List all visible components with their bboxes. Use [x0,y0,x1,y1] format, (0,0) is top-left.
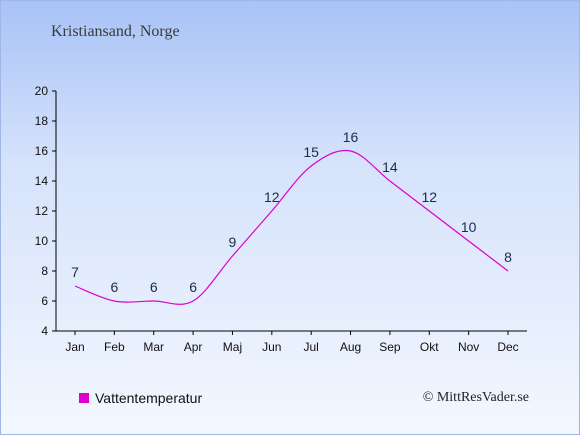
series-line-vattentemperatur [74,149,509,305]
x-tick-label: Nov [458,340,479,354]
data-label: 10 [461,219,477,235]
x-tick-label: Feb [104,340,125,354]
data-label: 6 [189,279,197,295]
x-tick-label: Sep [379,340,401,354]
data-label: 16 [343,129,359,145]
y-tick-label: 20 [35,84,49,98]
y-tick-label: 8 [41,264,48,278]
data-label: 14 [382,159,398,175]
x-tick-label: Maj [223,340,242,354]
data-label: 7 [71,264,79,280]
axes [55,91,527,332]
y-tick-label: 14 [35,174,49,188]
data-labels: 7 6 6 6 9 12 15 16 14 12 10 8 [71,129,512,295]
data-label: 6 [150,279,158,295]
data-label: 9 [229,234,237,250]
data-label: 6 [110,279,118,295]
x-tick-label: Dec [497,340,518,354]
y-tick-label: 4 [41,324,48,338]
x-tick-label: Jun [262,340,281,354]
x-tick-label: Mar [143,340,164,354]
y-tick-label: 16 [35,144,49,158]
data-label: 8 [504,249,512,265]
legend-label: Vattentemperatur [95,390,203,406]
data-label: 12 [264,189,280,205]
data-label: 12 [421,189,437,205]
y-tick-label: 6 [41,294,48,308]
legend: Vattentemperatur [79,390,202,406]
legend-swatch [79,393,89,403]
y-tick-label: 18 [35,114,49,128]
y-tick-label: 12 [35,204,49,218]
data-label: 15 [303,144,319,160]
y-tick-label: 10 [35,234,49,248]
x-tick-label: Jul [304,340,319,354]
copyright-text: © MittResVader.se [422,390,529,405]
location-title: Kristiansand, Norge [51,23,180,40]
x-tick-label: Okt [420,340,439,354]
x-tick-label: Jan [65,340,84,354]
ticks: 4 6 8 10 12 14 16 18 20 Jan Feb Mar Apr Maj Jun Jul Aug S… [35,84,519,354]
x-tick-label: Apr [184,340,203,354]
x-tick-label: Aug [340,340,361,354]
